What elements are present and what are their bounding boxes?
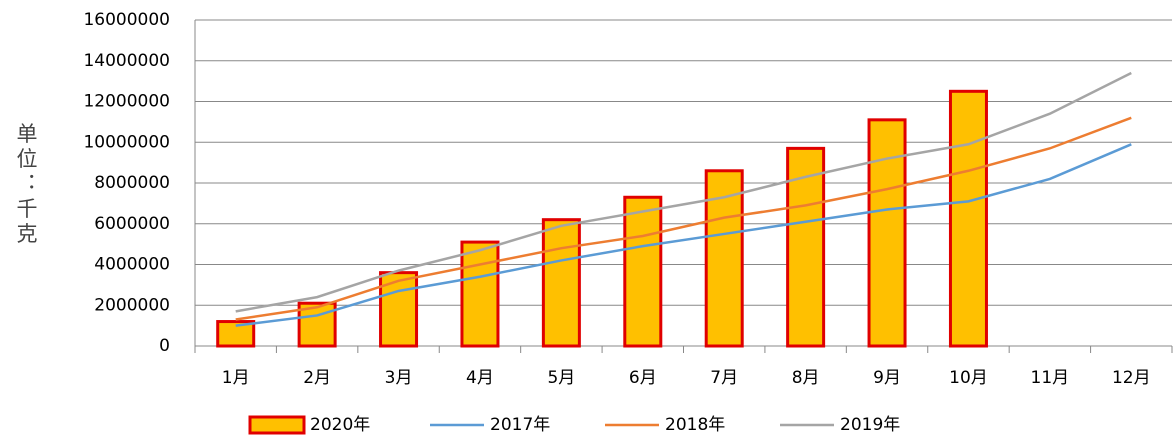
y-tick-label: 8000000 [94, 173, 170, 193]
legend-label: 2018年 [665, 415, 725, 435]
y-tick-label: 10000000 [83, 132, 170, 152]
bar [541, 218, 581, 348]
y-axis-label: 单位：千克 [14, 123, 38, 248]
line [235, 116, 1132, 321]
line [235, 143, 1132, 327]
bar [786, 146, 826, 348]
y-tick-label: 14000000 [83, 51, 170, 71]
x-tick-label: 7月 [710, 368, 738, 388]
y-tick-label: 2000000 [94, 295, 170, 315]
x-tick-label: 3月 [385, 368, 413, 388]
y-tick-label: 0 [159, 336, 170, 356]
x-tick-label: 4月 [466, 368, 494, 388]
x-tick-label: 2月 [303, 368, 331, 388]
legend-label: 2020年 [310, 415, 370, 435]
y-tick-label: 16000000 [83, 10, 170, 30]
x-tick-label: 5月 [547, 368, 575, 388]
y-tick-label: 12000000 [83, 92, 170, 112]
x-tick-label: 6月 [629, 368, 657, 388]
x-tick-label: 10月 [949, 368, 988, 388]
legend-swatch [248, 415, 306, 435]
y-tick-label: 4000000 [94, 255, 170, 275]
x-tick-label: 8月 [792, 368, 820, 388]
line [235, 71, 1132, 313]
bar [460, 240, 500, 348]
x-tick-label: 1月 [222, 368, 250, 388]
x-tick-label: 12月 [1112, 368, 1151, 388]
legend-label: 2019年 [840, 415, 900, 435]
y-tick-label: 6000000 [94, 214, 170, 234]
bar [623, 195, 663, 348]
bar [948, 89, 988, 348]
x-tick-label: 11月 [1031, 368, 1070, 388]
legend-label: 2017年 [490, 415, 550, 435]
x-tick-label: 9月 [873, 368, 901, 388]
bar [867, 118, 907, 348]
